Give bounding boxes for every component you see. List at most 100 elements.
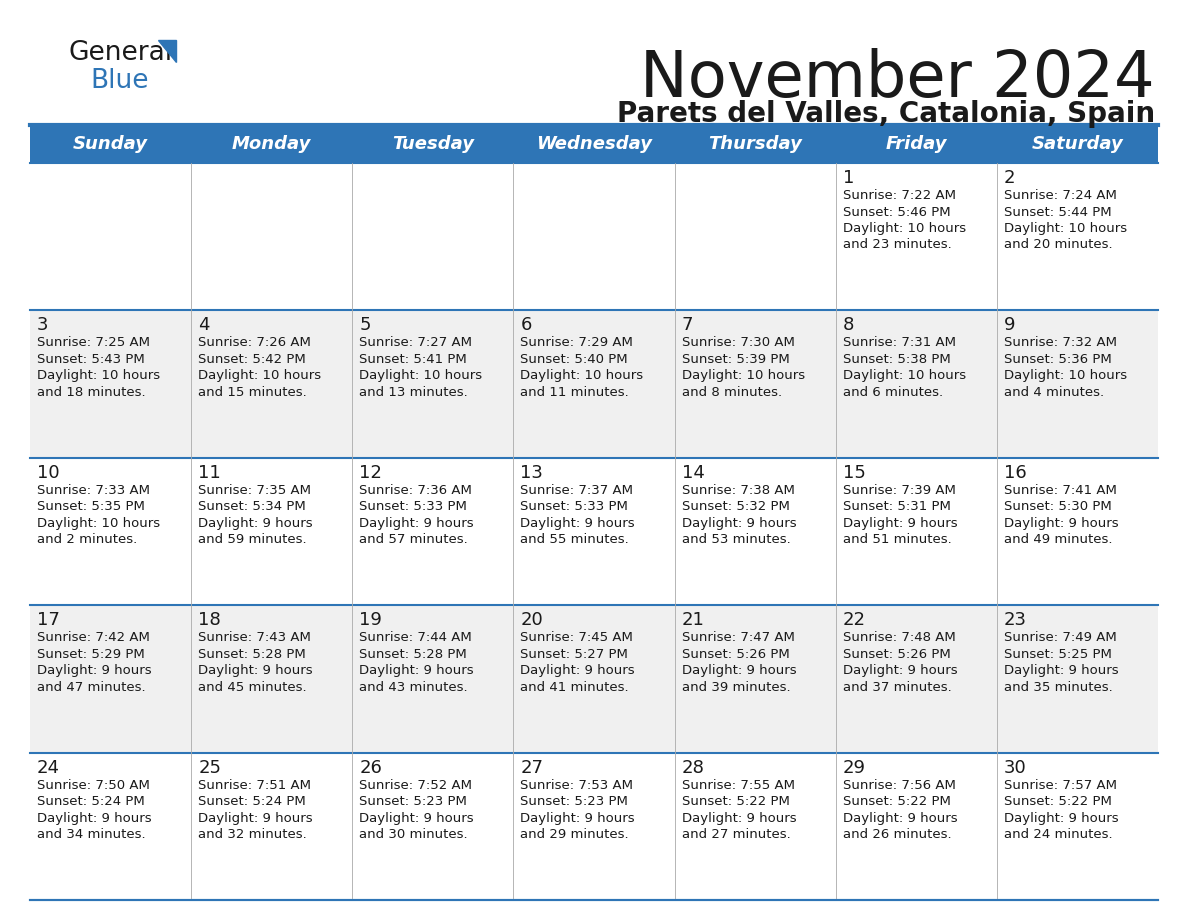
Text: and 23 minutes.: and 23 minutes.	[842, 239, 952, 252]
Text: and 53 minutes.: and 53 minutes.	[682, 533, 790, 546]
Text: Sunset: 5:36 PM: Sunset: 5:36 PM	[1004, 353, 1112, 366]
Text: Sunrise: 7:32 AM: Sunrise: 7:32 AM	[1004, 336, 1117, 350]
Text: 17: 17	[37, 611, 59, 629]
Text: Sunrise: 7:57 AM: Sunrise: 7:57 AM	[1004, 778, 1117, 791]
Text: 23: 23	[1004, 611, 1026, 629]
Text: Sunset: 5:43 PM: Sunset: 5:43 PM	[37, 353, 145, 366]
Text: 19: 19	[359, 611, 383, 629]
Text: Daylight: 9 hours: Daylight: 9 hours	[1004, 665, 1118, 677]
Text: 25: 25	[198, 758, 221, 777]
Text: Sunrise: 7:50 AM: Sunrise: 7:50 AM	[37, 778, 150, 791]
Text: Sunrise: 7:56 AM: Sunrise: 7:56 AM	[842, 778, 955, 791]
Text: 10: 10	[37, 464, 59, 482]
Text: Sunset: 5:33 PM: Sunset: 5:33 PM	[520, 500, 628, 513]
Text: Sunset: 5:44 PM: Sunset: 5:44 PM	[1004, 206, 1112, 218]
Text: Sunset: 5:35 PM: Sunset: 5:35 PM	[37, 500, 145, 513]
Text: 7: 7	[682, 317, 693, 334]
Text: Daylight: 9 hours: Daylight: 9 hours	[1004, 517, 1118, 530]
Bar	[30, 163, 1158, 310]
Text: and 15 minutes.: and 15 minutes.	[198, 386, 307, 399]
Text: 9: 9	[1004, 317, 1016, 334]
Text: and 41 minutes.: and 41 minutes.	[520, 681, 630, 694]
Text: Sunset: 5:33 PM: Sunset: 5:33 PM	[359, 500, 467, 513]
Text: and 45 minutes.: and 45 minutes.	[198, 681, 307, 694]
Bar	[30, 458, 1158, 605]
Text: Daylight: 9 hours: Daylight: 9 hours	[682, 517, 796, 530]
Text: Sunrise: 7:45 AM: Sunrise: 7:45 AM	[520, 632, 633, 644]
Text: 24: 24	[37, 758, 61, 777]
Text: 21: 21	[682, 611, 704, 629]
Text: Sunset: 5:41 PM: Sunset: 5:41 PM	[359, 353, 467, 366]
Text: and 8 minutes.: and 8 minutes.	[682, 386, 782, 399]
Text: Daylight: 10 hours: Daylight: 10 hours	[1004, 222, 1127, 235]
Text: Sunrise: 7:26 AM: Sunrise: 7:26 AM	[198, 336, 311, 350]
Text: Sunrise: 7:44 AM: Sunrise: 7:44 AM	[359, 632, 472, 644]
Text: and 27 minutes.: and 27 minutes.	[682, 828, 790, 841]
Text: Sunset: 5:38 PM: Sunset: 5:38 PM	[842, 353, 950, 366]
Text: Daylight: 10 hours: Daylight: 10 hours	[359, 369, 482, 383]
Text: and 18 minutes.: and 18 minutes.	[37, 386, 146, 399]
Text: Sunset: 5:24 PM: Sunset: 5:24 PM	[198, 795, 305, 808]
Text: Sunrise: 7:27 AM: Sunrise: 7:27 AM	[359, 336, 473, 350]
Text: Daylight: 9 hours: Daylight: 9 hours	[37, 665, 152, 677]
Text: Sunrise: 7:37 AM: Sunrise: 7:37 AM	[520, 484, 633, 497]
Text: Wednesday: Wednesday	[536, 135, 652, 153]
Text: and 13 minutes.: and 13 minutes.	[359, 386, 468, 399]
Text: General: General	[68, 40, 172, 66]
Text: Daylight: 10 hours: Daylight: 10 hours	[842, 369, 966, 383]
Text: November 2024: November 2024	[640, 48, 1155, 110]
Text: Sunset: 5:42 PM: Sunset: 5:42 PM	[198, 353, 305, 366]
Text: Sunset: 5:24 PM: Sunset: 5:24 PM	[37, 795, 145, 808]
Text: Daylight: 9 hours: Daylight: 9 hours	[842, 812, 958, 824]
Text: Daylight: 9 hours: Daylight: 9 hours	[198, 812, 312, 824]
Text: Sunrise: 7:43 AM: Sunrise: 7:43 AM	[198, 632, 311, 644]
Text: and 30 minutes.: and 30 minutes.	[359, 828, 468, 841]
Text: Sunset: 5:22 PM: Sunset: 5:22 PM	[842, 795, 950, 808]
Text: Daylight: 9 hours: Daylight: 9 hours	[682, 812, 796, 824]
Text: Daylight: 9 hours: Daylight: 9 hours	[520, 665, 636, 677]
Text: Daylight: 10 hours: Daylight: 10 hours	[37, 369, 160, 383]
Text: Sunset: 5:31 PM: Sunset: 5:31 PM	[842, 500, 950, 513]
Text: Sunrise: 7:47 AM: Sunrise: 7:47 AM	[682, 632, 795, 644]
Text: Sunset: 5:40 PM: Sunset: 5:40 PM	[520, 353, 628, 366]
Text: Sunrise: 7:35 AM: Sunrise: 7:35 AM	[198, 484, 311, 497]
Text: Friday: Friday	[885, 135, 947, 153]
Text: Sunset: 5:26 PM: Sunset: 5:26 PM	[682, 648, 789, 661]
Text: Sunset: 5:22 PM: Sunset: 5:22 PM	[1004, 795, 1112, 808]
Text: Sunset: 5:26 PM: Sunset: 5:26 PM	[842, 648, 950, 661]
Text: Sunrise: 7:39 AM: Sunrise: 7:39 AM	[842, 484, 955, 497]
Text: and 39 minutes.: and 39 minutes.	[682, 681, 790, 694]
Text: Sunrise: 7:48 AM: Sunrise: 7:48 AM	[842, 632, 955, 644]
Text: Daylight: 9 hours: Daylight: 9 hours	[1004, 812, 1118, 824]
Text: Sunrise: 7:38 AM: Sunrise: 7:38 AM	[682, 484, 795, 497]
Polygon shape	[158, 40, 176, 62]
Text: Sunset: 5:39 PM: Sunset: 5:39 PM	[682, 353, 789, 366]
Text: Daylight: 10 hours: Daylight: 10 hours	[37, 517, 160, 530]
Text: Saturday: Saturday	[1031, 135, 1124, 153]
Text: and 47 minutes.: and 47 minutes.	[37, 681, 146, 694]
Text: Sunset: 5:34 PM: Sunset: 5:34 PM	[198, 500, 305, 513]
Text: Sunrise: 7:49 AM: Sunrise: 7:49 AM	[1004, 632, 1117, 644]
Text: and 20 minutes.: and 20 minutes.	[1004, 239, 1112, 252]
Text: 5: 5	[359, 317, 371, 334]
Text: and 37 minutes.: and 37 minutes.	[842, 681, 952, 694]
Text: Sunrise: 7:25 AM: Sunrise: 7:25 AM	[37, 336, 150, 350]
Text: Tuesday: Tuesday	[392, 135, 474, 153]
Text: and 2 minutes.: and 2 minutes.	[37, 533, 138, 546]
Text: Daylight: 10 hours: Daylight: 10 hours	[198, 369, 321, 383]
Text: 26: 26	[359, 758, 383, 777]
Bar	[30, 125, 1158, 163]
Text: and 32 minutes.: and 32 minutes.	[198, 828, 307, 841]
Bar	[30, 605, 1158, 753]
Text: and 4 minutes.: and 4 minutes.	[1004, 386, 1104, 399]
Text: Daylight: 9 hours: Daylight: 9 hours	[520, 812, 636, 824]
Text: Sunset: 5:32 PM: Sunset: 5:32 PM	[682, 500, 790, 513]
Text: Daylight: 9 hours: Daylight: 9 hours	[359, 812, 474, 824]
Text: 2: 2	[1004, 169, 1016, 187]
Text: 13: 13	[520, 464, 543, 482]
Text: 27: 27	[520, 758, 543, 777]
Text: Daylight: 10 hours: Daylight: 10 hours	[1004, 369, 1127, 383]
Text: 29: 29	[842, 758, 866, 777]
Text: Sunrise: 7:24 AM: Sunrise: 7:24 AM	[1004, 189, 1117, 202]
Text: and 59 minutes.: and 59 minutes.	[198, 533, 307, 546]
